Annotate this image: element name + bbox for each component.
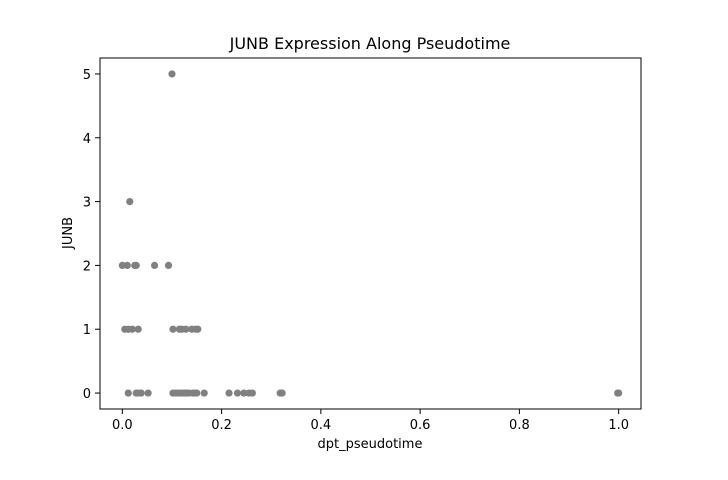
data-point	[200, 389, 208, 397]
x-tick-label: 0.2	[211, 418, 232, 433]
y-tick-label: 3	[83, 196, 91, 211]
data-point	[132, 261, 140, 270]
data-point	[128, 325, 136, 333]
y-tick-label: 0	[83, 387, 91, 402]
data-point	[169, 325, 177, 333]
data-point	[182, 325, 190, 333]
data-point	[144, 389, 152, 397]
y-axis-ticks: 0 1 2 3 4 5	[83, 68, 100, 402]
data-point	[123, 261, 131, 270]
chart-title: JUNB Expression Along Pseudotime	[229, 34, 511, 53]
data-point	[118, 261, 126, 270]
data-point	[225, 389, 233, 397]
data-point	[248, 389, 256, 397]
data-point	[233, 389, 242, 397]
data-point	[137, 389, 145, 397]
y-axis-label: JUNB	[61, 217, 76, 250]
x-axis-label: dpt_pseudotime	[318, 437, 423, 452]
y-tick-label: 4	[83, 132, 91, 147]
data-points	[118, 70, 623, 397]
data-point	[150, 261, 159, 270]
data-point	[124, 389, 132, 397]
data-point	[134, 325, 142, 333]
x-axis-ticks: 0.0 0.2 0.4 0.6 0.8 1.0	[112, 409, 629, 433]
data-point	[168, 70, 176, 78]
x-tick-label: 0.4	[311, 418, 332, 433]
data-point	[278, 389, 286, 397]
data-point	[126, 197, 134, 206]
x-tick-label: 0.8	[509, 418, 530, 433]
data-point	[194, 325, 202, 333]
x-tick-label: 1.0	[608, 418, 629, 433]
x-tick-label: 0.6	[410, 418, 431, 433]
y-tick-label: 5	[83, 68, 91, 83]
data-point	[615, 389, 623, 397]
data-point	[193, 389, 201, 397]
x-tick-label: 0.0	[112, 418, 133, 433]
data-point	[164, 261, 173, 270]
y-tick-label: 1	[83, 323, 91, 338]
data-point	[240, 389, 248, 397]
y-tick-label: 2	[83, 259, 91, 274]
plot-frame	[99, 57, 642, 410]
